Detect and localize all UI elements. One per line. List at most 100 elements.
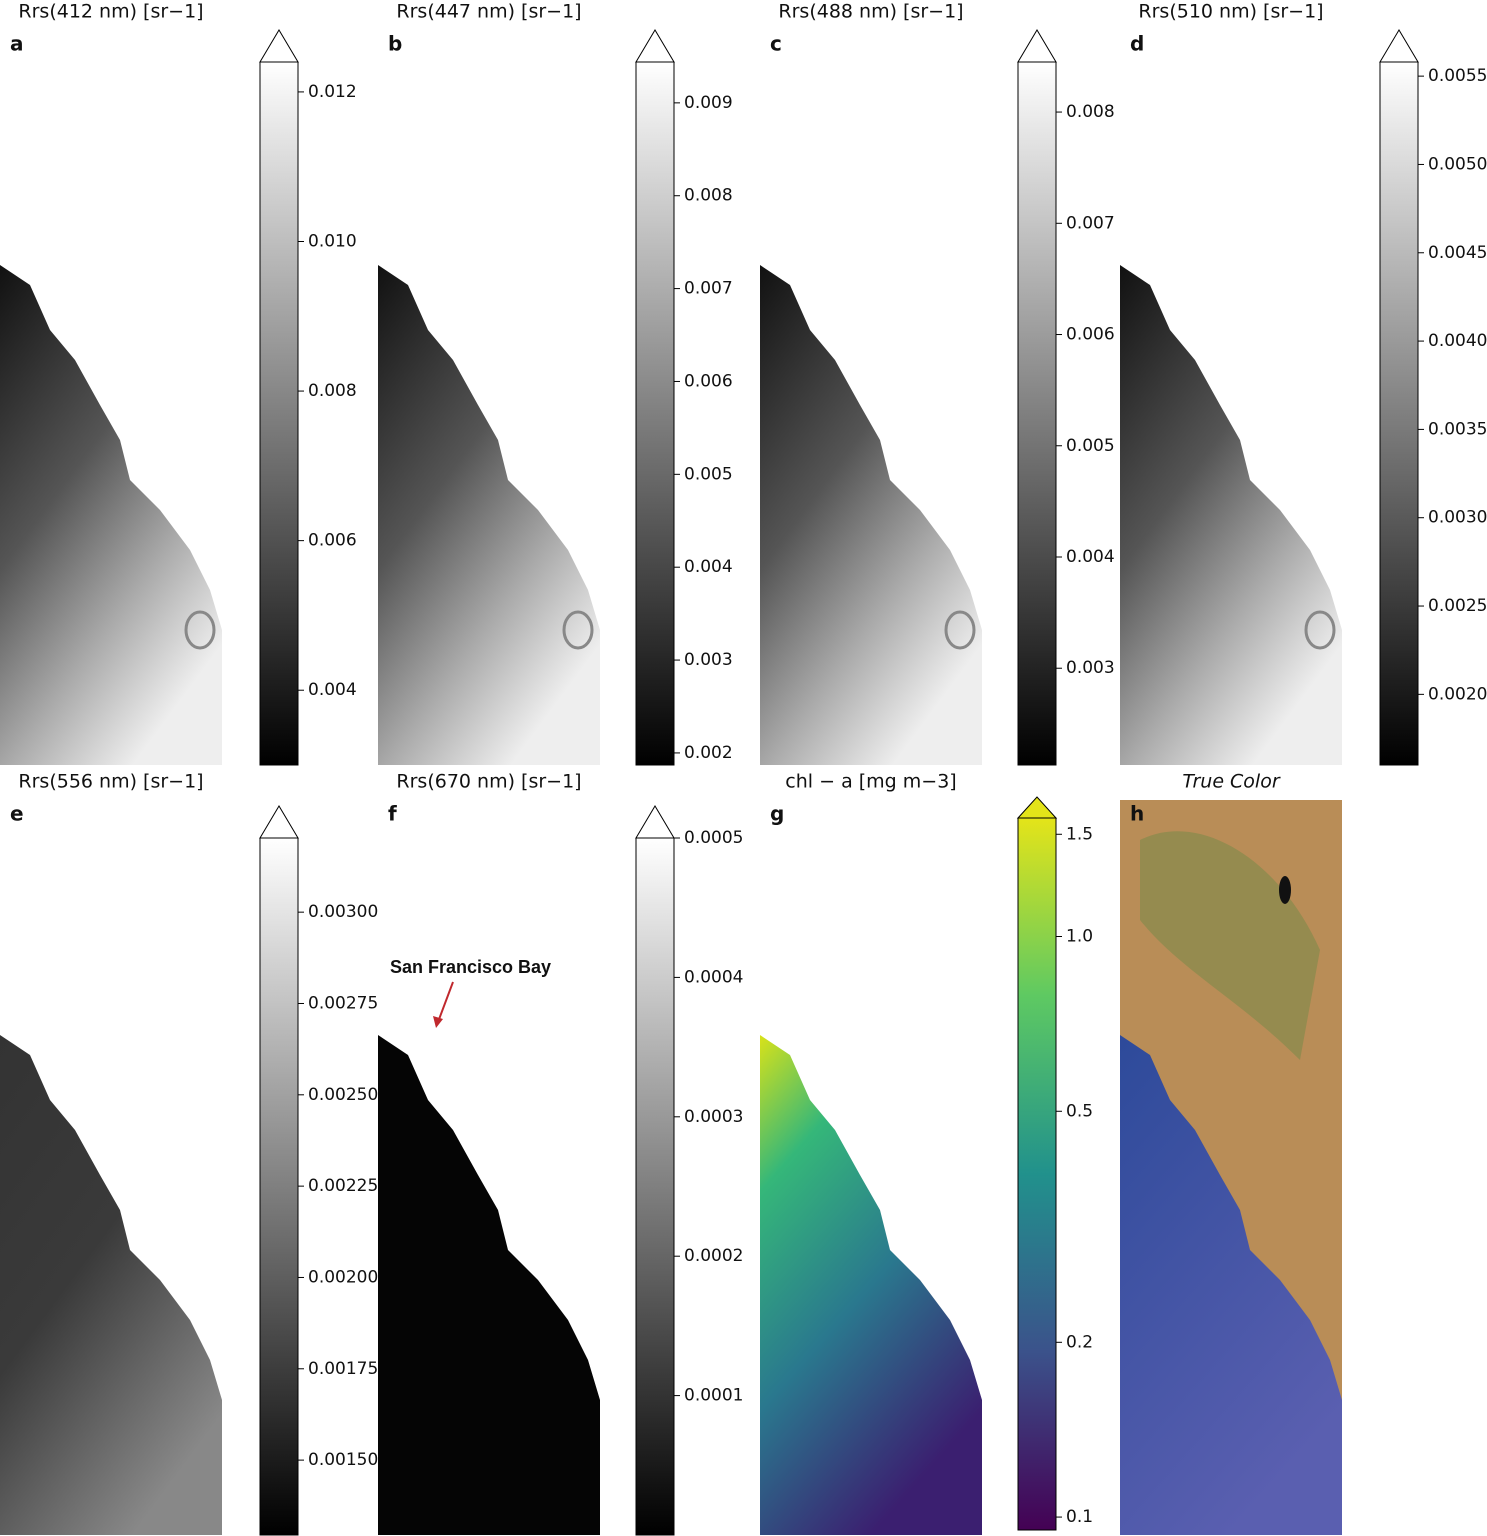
tick-label: 0.00150 <box>308 1450 378 1470</box>
tick-label: 0.005 <box>1066 436 1115 456</box>
tick-label: 0.002 <box>684 743 733 763</box>
tick-label: 0.00300 <box>308 902 378 922</box>
panel-title: Rrs(670 nm) [sr−1] <box>396 771 581 793</box>
panel-letter: f <box>388 802 397 826</box>
eddy <box>1304 610 1336 650</box>
ocean <box>0 1035 222 1535</box>
colorbar-extend <box>635 29 675 63</box>
tick-label: 0.003 <box>1066 658 1115 678</box>
tick-label: 0.004 <box>308 680 357 700</box>
tick-label: 0.004 <box>1066 547 1115 567</box>
tick-label: 0.0050 <box>1428 154 1487 174</box>
annotation: San Francisco Bay <box>390 957 551 977</box>
colorbar-frame <box>259 61 299 766</box>
tick-label: 0.006 <box>1066 325 1115 345</box>
arrow-head <box>433 1016 443 1028</box>
tick-label: 0.006 <box>308 531 357 551</box>
tick-label: 1.0 <box>1066 927 1093 947</box>
tick-label: 0.0002 <box>684 1246 743 1266</box>
panel-letter: g <box>770 802 784 826</box>
colorbar-extend <box>259 805 299 839</box>
panel-title: True Color <box>1182 771 1281 793</box>
tick-label: 0.008 <box>308 381 357 401</box>
colorbar-frame <box>1379 61 1419 766</box>
tick-label: 0.006 <box>684 371 733 391</box>
tick-label: 0.1 <box>1066 1507 1093 1527</box>
map-image <box>378 265 600 765</box>
annotation-arrow <box>437 981 454 1023</box>
eddy <box>562 610 594 650</box>
eddy <box>184 610 216 650</box>
colorbar <box>1380 62 1418 765</box>
colorbar <box>636 62 674 765</box>
panel-letter: h <box>1130 802 1144 826</box>
panel-letter: e <box>10 802 24 826</box>
panel-letter: c <box>770 32 782 56</box>
tick-label: 0.00200 <box>308 1267 378 1287</box>
ocean <box>378 1035 600 1535</box>
panel-title: Rrs(488 nm) [sr−1] <box>778 1 963 23</box>
eddy <box>944 610 976 650</box>
tick-label: 0.009 <box>684 93 733 113</box>
tick-label: 0.0040 <box>1428 331 1487 351</box>
map-image <box>1120 800 1342 1535</box>
ocean <box>760 1035 982 1535</box>
tick-label: 0.0035 <box>1428 419 1487 439</box>
colorbar <box>260 62 298 765</box>
panel-title: Rrs(447 nm) [sr−1] <box>396 1 581 23</box>
tick-label: 0.012 <box>308 82 357 102</box>
map-image <box>0 1035 222 1535</box>
vegetation <box>1140 831 1320 1060</box>
tick-label: 0.00275 <box>308 993 378 1013</box>
panel-title: Rrs(412 nm) [sr−1] <box>18 1 203 23</box>
tick-label: 0.003 <box>684 650 733 670</box>
map-image <box>1120 265 1342 765</box>
tick-label: 0.2 <box>1066 1332 1093 1352</box>
tick-label: 0.008 <box>684 186 733 206</box>
panel-letter: b <box>388 32 402 56</box>
panel-letter: a <box>10 32 24 56</box>
tick-label: 1.5 <box>1066 824 1093 844</box>
colorbar <box>636 838 674 1535</box>
colorbar <box>1018 818 1056 1530</box>
ocean <box>1120 1035 1342 1535</box>
tick-label: 0.0030 <box>1428 508 1487 528</box>
colorbar-extend <box>1379 29 1419 63</box>
colorbar-frame <box>1017 817 1057 1531</box>
colorbar <box>1018 62 1056 765</box>
panel-letter: d <box>1130 32 1144 56</box>
colorbar-extend <box>259 29 299 63</box>
panel-title: Rrs(510 nm) [sr−1] <box>1138 1 1323 23</box>
tick-label: 0.00250 <box>308 1085 378 1105</box>
map-image <box>760 265 982 765</box>
tick-label: 0.0025 <box>1428 596 1487 616</box>
tick-label: 0.00175 <box>308 1359 378 1379</box>
tick-label: 0.007 <box>684 279 733 299</box>
tick-label: 0.0045 <box>1428 243 1487 263</box>
tick-label: 0.008 <box>1066 102 1115 122</box>
lake <box>1279 876 1291 904</box>
colorbar-extend <box>635 805 675 839</box>
tick-label: 0.0005 <box>684 828 743 848</box>
ocean <box>0 265 222 765</box>
colorbar-extend <box>1017 29 1057 63</box>
tick-label: 0.0055 <box>1428 66 1487 86</box>
tick-label: 0.007 <box>1066 213 1115 233</box>
colorbar-extend <box>1016 796 1058 819</box>
tick-label: 0.0020 <box>1428 684 1487 704</box>
colorbar-frame <box>635 61 675 766</box>
tick-label: 0.005 <box>684 464 733 484</box>
colorbar-frame <box>635 837 675 1536</box>
tick-label: 0.0003 <box>684 1107 743 1127</box>
tick-label: 0.0001 <box>684 1386 743 1406</box>
tick-label: 0.0004 <box>684 967 743 987</box>
map-image <box>378 1035 600 1535</box>
tick-label: 0.5 <box>1066 1101 1093 1121</box>
ocean <box>1120 265 1342 765</box>
colorbar <box>260 838 298 1535</box>
tick-label: 0.004 <box>684 557 733 577</box>
ocean <box>378 265 600 765</box>
tick-label: 0.00225 <box>308 1176 378 1196</box>
panel-title: Rrs(556 nm) [sr−1] <box>18 771 203 793</box>
